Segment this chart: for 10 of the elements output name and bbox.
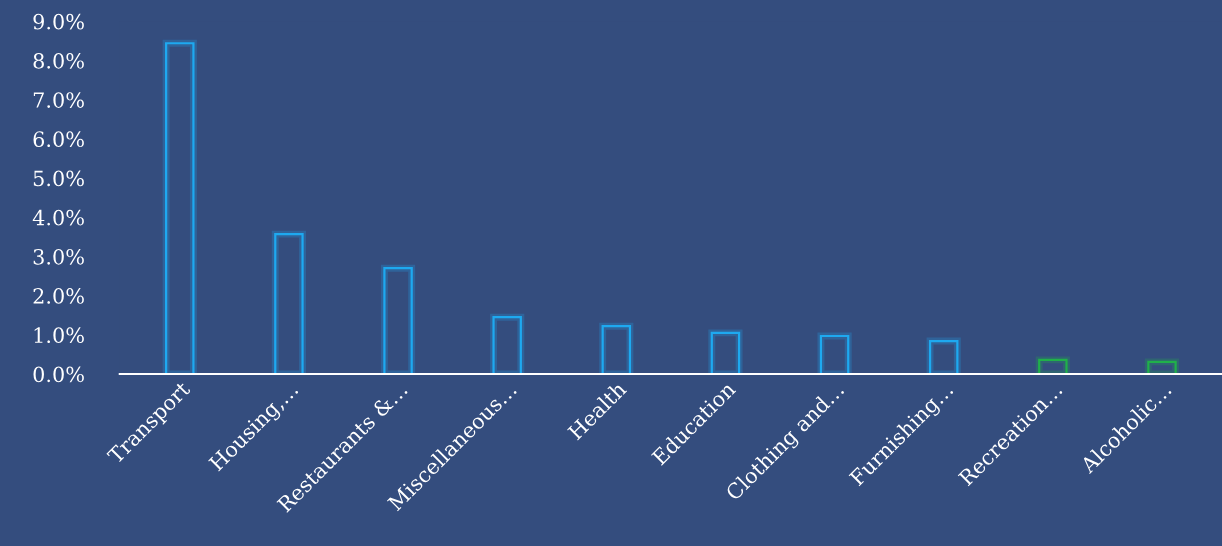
- y-tick-label: 8.0%: [33, 52, 84, 69]
- y-tick-label: 1.0%: [34, 327, 84, 344]
- y-tick-label: 2.0%: [33, 288, 84, 304]
- y-tick-label: 7.0%: [33, 92, 84, 108]
- y-tick-label: 0.0%: [33, 366, 84, 383]
- y-tick-label: 4.0%: [32, 209, 84, 226]
- y-tick-label: 3.0%: [33, 248, 84, 265]
- y-tick-label: 9.0%: [33, 13, 84, 30]
- y-tick-label: 5.0%: [33, 170, 84, 187]
- y-tick-label: 6.0%: [33, 131, 84, 148]
